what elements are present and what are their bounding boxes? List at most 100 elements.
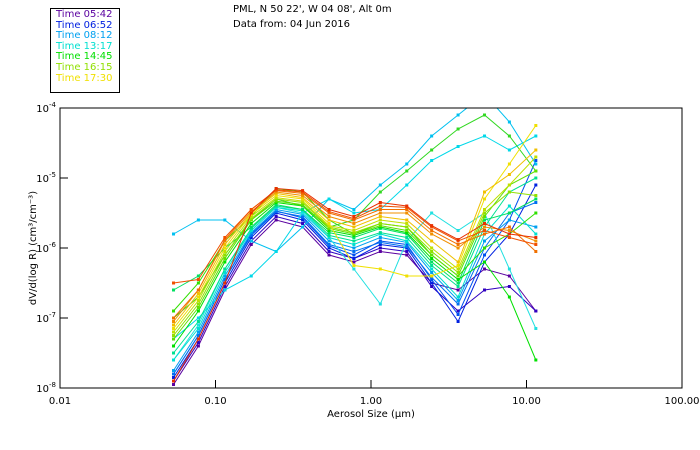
data-point <box>274 208 278 211</box>
data-point <box>172 337 176 341</box>
data-point <box>249 236 253 239</box>
data-point <box>405 231 409 235</box>
data-point <box>378 240 382 244</box>
data-point <box>172 309 176 313</box>
data-point <box>507 232 511 236</box>
data-point <box>196 316 200 320</box>
data-point <box>405 236 409 239</box>
data-point <box>327 222 331 225</box>
data-point <box>378 224 382 228</box>
data-point <box>430 211 434 215</box>
data-point <box>249 239 253 243</box>
data-point <box>534 134 538 138</box>
data-point <box>534 124 538 127</box>
data-point <box>274 218 278 222</box>
data-point <box>507 162 511 166</box>
data-point <box>301 225 305 229</box>
data-point <box>274 250 278 253</box>
data-point <box>456 320 460 323</box>
data-point <box>430 253 434 257</box>
data-point <box>405 274 409 278</box>
data-point <box>249 211 253 215</box>
data-point <box>196 274 200 278</box>
data-point <box>327 215 331 218</box>
data-point <box>483 288 487 292</box>
data-point <box>223 285 227 288</box>
data-point <box>483 134 487 138</box>
data-point <box>352 211 356 215</box>
data-point <box>223 253 227 257</box>
data-point <box>352 246 356 250</box>
data-point <box>223 250 227 253</box>
x-tick-label: 10.00 <box>512 396 541 407</box>
data-point <box>223 246 227 250</box>
data-point <box>223 274 227 278</box>
data-point <box>405 204 409 208</box>
data-point <box>352 260 356 264</box>
data-point <box>274 199 278 203</box>
data-point <box>172 320 176 323</box>
data-point <box>456 309 460 313</box>
series <box>172 187 538 313</box>
y-axis: 10-4 10-5 10-6 10-7 10-8 <box>36 101 68 395</box>
data-point <box>327 253 331 257</box>
data-point <box>301 194 305 197</box>
data-point <box>249 229 253 232</box>
data-point <box>172 379 176 383</box>
data-point <box>405 211 409 215</box>
data-point <box>327 243 331 246</box>
data-point <box>327 208 331 211</box>
data-point <box>456 246 460 250</box>
data-point <box>430 267 434 271</box>
data-point <box>483 239 487 243</box>
data-point <box>483 208 487 211</box>
data-point <box>352 215 356 218</box>
data-point <box>172 323 176 327</box>
data-point <box>456 145 460 148</box>
data-point <box>483 222 487 225</box>
data-point <box>301 196 305 200</box>
data-point <box>196 327 200 330</box>
data-point <box>378 250 382 253</box>
data-point <box>378 243 382 246</box>
data-point <box>534 239 538 243</box>
data-point <box>223 288 227 292</box>
data-point <box>352 225 356 229</box>
data-point <box>405 218 409 222</box>
y-tick-label: 10-7 <box>36 311 56 325</box>
data-point <box>274 194 278 197</box>
x-tick-label: 0.01 <box>49 396 71 407</box>
data-point <box>430 278 434 281</box>
data-point <box>352 253 356 257</box>
data-point <box>196 337 200 341</box>
data-point <box>352 250 356 253</box>
data-point <box>456 281 460 285</box>
x-axis: 0.01 0.10 1.00 10.00 100.00 <box>49 380 700 407</box>
data-point <box>430 260 434 264</box>
data-point <box>507 134 511 138</box>
data-point <box>196 344 200 348</box>
x-tick-label: 100.00 <box>665 396 700 407</box>
data-point <box>456 274 460 278</box>
data-point <box>534 148 538 152</box>
data-point <box>249 222 253 225</box>
data-point <box>430 281 434 285</box>
data-point <box>378 236 382 239</box>
data-point <box>405 245 409 249</box>
data-point <box>456 302 460 306</box>
data-point <box>196 302 200 306</box>
data-point <box>274 187 278 190</box>
data-point <box>430 274 434 278</box>
data-point <box>172 288 176 292</box>
data-point <box>274 203 278 207</box>
data-point <box>430 148 434 152</box>
data-point <box>456 243 460 246</box>
legend-entry: Time 14:45 <box>56 51 113 63</box>
data-point <box>456 313 460 316</box>
data-point <box>172 281 176 285</box>
data-point <box>172 344 176 348</box>
data-point <box>456 295 460 299</box>
data-point <box>249 243 253 246</box>
data-point <box>249 208 253 211</box>
data-point <box>507 267 511 271</box>
